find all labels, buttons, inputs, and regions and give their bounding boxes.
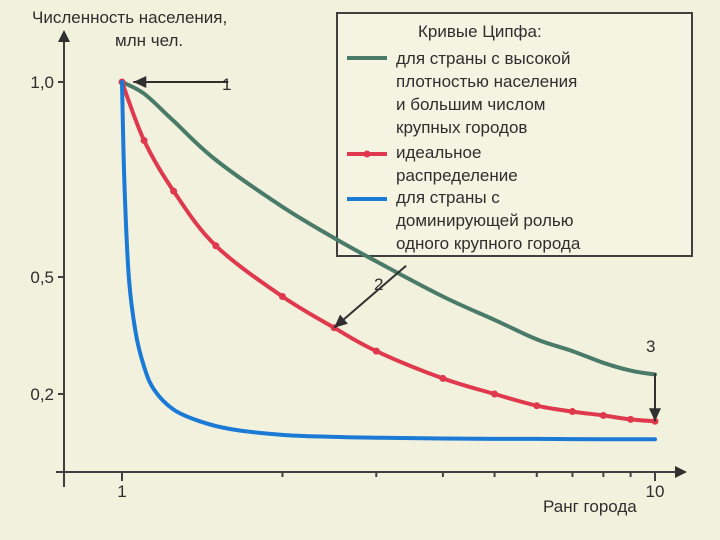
series-ideal	[118, 78, 659, 425]
x-tick-label: 10	[646, 482, 665, 501]
annotation-label: 1	[222, 75, 231, 94]
legend-entry-high-density-line-2: плотностью населения	[396, 72, 577, 91]
annotation-layer: 1 2 3	[133, 75, 661, 422]
annotation-arrowhead	[133, 76, 147, 88]
y-tick-label: 0,5	[30, 268, 54, 287]
legend: Кривые Ципфа: для страны с высокой плотн…	[336, 12, 693, 257]
legend-entry-dominant-city-line-2: доминирующей ролью	[396, 211, 574, 230]
data-point	[533, 402, 541, 410]
annotation-arrow-line	[333, 264, 407, 329]
annotation-1: 1	[133, 75, 231, 94]
data-point	[170, 187, 178, 195]
data-point	[212, 242, 220, 250]
x-tick-label: 1	[117, 482, 126, 501]
axes: 1,0 0,5 0,2 1 10	[30, 30, 687, 501]
series-layer	[118, 78, 659, 442]
data-point	[140, 137, 148, 144]
legend-entry-high-density-line-1: для страны с высокой	[396, 49, 571, 68]
y-axis-title-line-2: млн чел.	[115, 31, 183, 50]
y-tick-label: 0,2	[30, 385, 54, 404]
annotation-arrowhead	[334, 314, 348, 328]
data-point	[372, 347, 380, 355]
series-line-dominant-city	[120, 80, 657, 442]
legend-title: Кривые Ципфа:	[418, 22, 542, 41]
series-dominant-city	[120, 80, 657, 442]
annotation-label: 3	[646, 337, 655, 356]
data-point	[278, 293, 286, 300]
annotation-2: 2	[333, 264, 407, 329]
series-high-density	[120, 80, 657, 377]
data-point	[627, 415, 635, 423]
legend-marker-ideal	[363, 150, 371, 158]
x-axis-title: Ранг города	[543, 497, 637, 516]
y-tick-label: 1,0	[30, 73, 54, 92]
legend-entry-high-density-line-3: и большим числом	[396, 95, 545, 114]
series-line-high-density	[120, 80, 657, 377]
legend-entry-ideal-line-1: идеальное	[396, 143, 481, 162]
legend-box	[336, 12, 693, 257]
legend-entry-dominant-city-line-3: одного крупного города	[396, 234, 581, 253]
annotation-3: 3	[646, 337, 661, 422]
data-point	[568, 408, 576, 416]
y-axis-arrow	[58, 30, 70, 42]
annotation-arrowhead	[649, 408, 661, 422]
data-point	[491, 390, 499, 398]
y-axis-title-line-1: Численность населения,	[32, 8, 227, 27]
annotation-label: 2	[374, 275, 383, 294]
legend-entry-high-density-line-4: крупных городов	[396, 118, 527, 137]
series-line-ideal	[120, 80, 657, 424]
legend-entry-dominant-city-line-1: для страны с	[396, 188, 500, 207]
data-point	[599, 411, 607, 419]
data-point	[439, 374, 447, 382]
legend-entry-ideal-line-2: распределение	[396, 166, 518, 185]
x-axis-arrow	[675, 466, 687, 478]
